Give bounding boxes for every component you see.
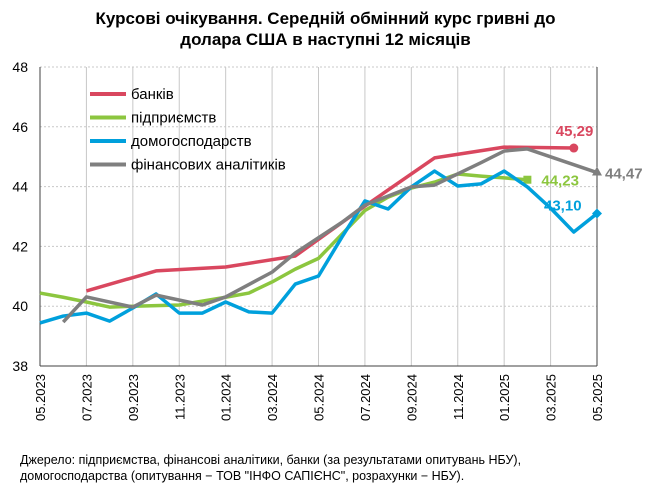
y-tick-label: 48 bbox=[12, 59, 28, 75]
x-tick-label: 03.2025 bbox=[544, 374, 559, 421]
legend-label-1: підприємств bbox=[131, 110, 216, 127]
y-tick-label: 38 bbox=[12, 358, 28, 374]
y-tick-label: 46 bbox=[12, 119, 28, 135]
chart-title: Курсові очікування. Середній обмінний ку… bbox=[0, 8, 651, 50]
x-tick-label: 09.2024 bbox=[404, 374, 419, 421]
data-label-3: 44,47 bbox=[605, 166, 643, 183]
end-marker-diamond bbox=[592, 208, 602, 219]
footnote-line: домогосподарства (опитування − ТОВ "ІНФО… bbox=[20, 469, 465, 483]
line-chart: 38 40 42 44 46 48 05.2023 07.2023 09.2023 11.2023… bbox=[12, 59, 643, 421]
y-tick-label: 42 bbox=[12, 238, 28, 254]
x-tick-label: 07.2023 bbox=[79, 374, 94, 421]
x-tick-label: 03.2024 bbox=[265, 374, 280, 421]
x-tick-label: 11.2023 bbox=[172, 374, 187, 420]
x-tick-label: 01.2025 bbox=[497, 374, 512, 421]
x-tick-label: 01.2024 bbox=[219, 374, 234, 421]
x-tick-label: 05.2024 bbox=[312, 374, 327, 421]
y-tick-label: 40 bbox=[12, 298, 28, 314]
end-marker-circle bbox=[569, 143, 579, 153]
end-marker-square bbox=[523, 175, 532, 184]
title-line: Курсові очікування. Середній обмінний ку… bbox=[95, 9, 556, 28]
footnote-line: Джерело: підприємства, фінансові аналіти… bbox=[20, 453, 522, 467]
series-line-1 bbox=[39, 172, 528, 309]
footnote: Джерело: підприємства, фінансові аналіти… bbox=[20, 452, 521, 484]
data-label-0: 45,29 bbox=[556, 123, 594, 140]
x-tick-label: 11.2024 bbox=[451, 374, 466, 420]
x-tick-label: 05.2023 bbox=[33, 374, 48, 421]
legend-label-2: домогосподарств bbox=[131, 133, 252, 150]
series-line-3 bbox=[61, 147, 598, 324]
x-tick-label: 07.2024 bbox=[358, 374, 373, 421]
legend-label-0: банків bbox=[131, 86, 174, 103]
legend-label-3: фінансових аналітиків bbox=[131, 157, 286, 174]
title-line: долара США в наступні 12 місяців bbox=[180, 30, 471, 49]
x-tick-label: 09.2023 bbox=[126, 374, 141, 421]
data-label-2: 43,10 bbox=[544, 198, 582, 215]
end-marker-triangle bbox=[592, 166, 602, 176]
data-label-1: 44,23 bbox=[541, 173, 579, 190]
x-tick-label: 05.2025 bbox=[590, 374, 605, 421]
y-tick-label: 44 bbox=[12, 179, 28, 195]
